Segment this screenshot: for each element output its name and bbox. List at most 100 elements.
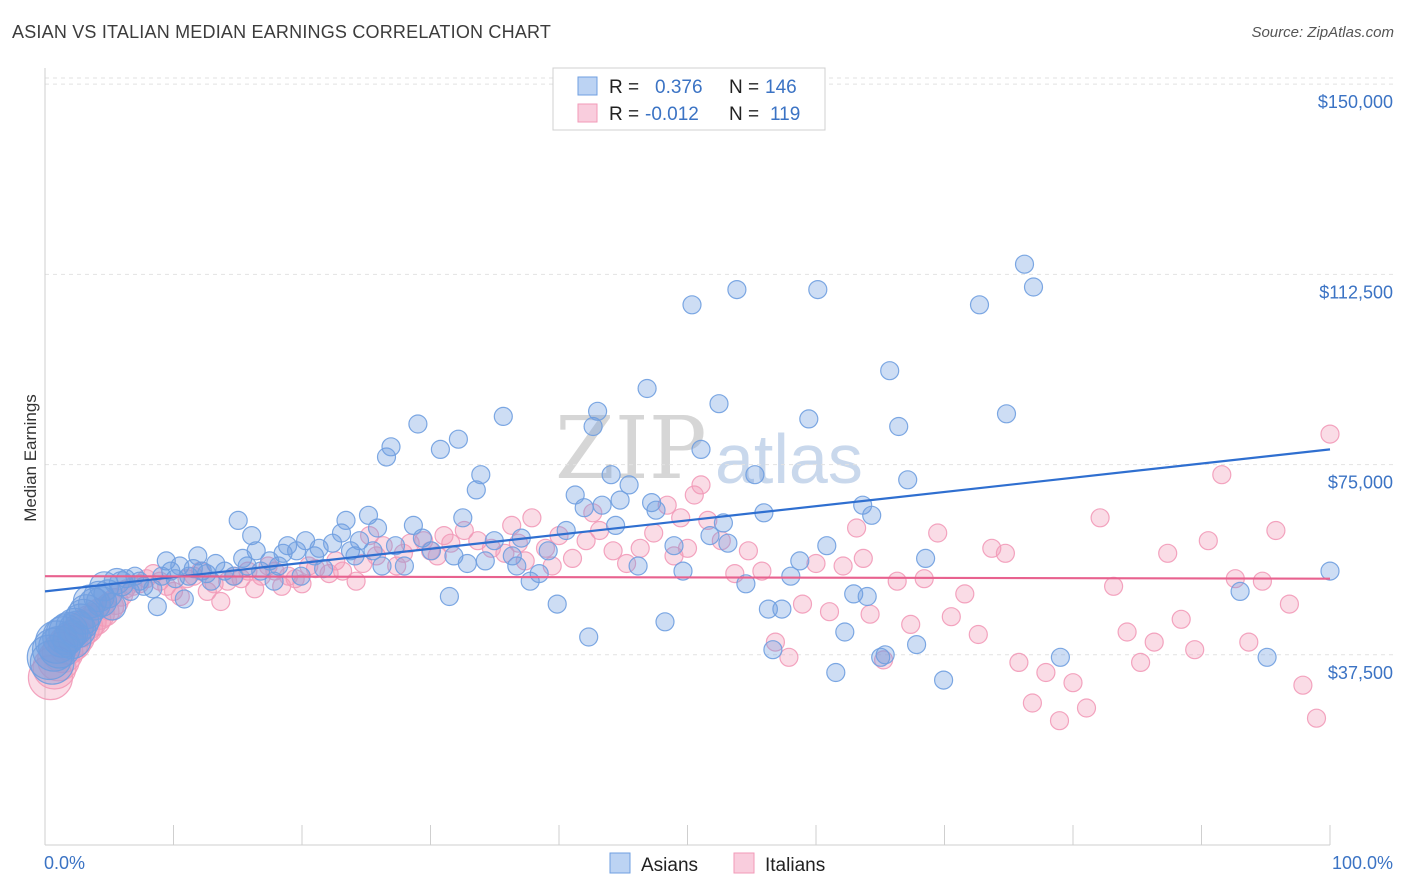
italians-point [1293,675,1313,695]
italians-point [1239,632,1259,652]
asians-point [799,409,819,429]
asians-point [439,586,459,607]
legend-italians-n-label: N = [729,104,759,125]
watermark-zip: ZIP [555,399,707,499]
legend-italians-n-value: 119 [770,104,800,125]
asians-point [174,589,194,609]
asians-point [857,586,877,607]
asians-point [691,439,711,459]
asians-point [718,533,738,553]
italians-point [1144,632,1164,652]
asians-points [26,254,1340,690]
asians-point [700,525,720,546]
asians-point [62,603,100,641]
italians-point [901,614,921,635]
asians-point [808,280,828,300]
italians-point [1279,594,1300,614]
asians-point [628,556,648,576]
italians-trend-line [44,575,1331,580]
asians-point [862,505,882,525]
asians-point [1257,647,1277,667]
asians-point [1014,254,1035,274]
bottom-legend-asians-swatch [609,852,631,874]
asians-point [466,480,486,500]
asians-point [592,495,612,515]
asians-point [605,515,626,536]
asians-point [682,295,702,315]
asians-point [529,563,549,584]
asians-point [826,662,846,683]
bottom-legend-italians-label: Italians [765,855,825,876]
italians-point [616,553,637,574]
asians-point [969,295,990,315]
italians-point [792,594,813,614]
asians-point [507,556,527,576]
asians-point [915,548,936,569]
italians-point [928,523,948,543]
italians-point [1212,465,1232,485]
italians-point [1320,424,1340,444]
asians-point [619,475,639,495]
asians-point [587,401,608,421]
asians-point [817,536,837,556]
italians-point [644,523,664,543]
y-tick-label: $37,500 [1328,663,1393,683]
asians-point [880,361,900,381]
asians-point [610,490,630,510]
asians-point [538,541,558,561]
x-tick-labels: 0.0% 100.0% [44,853,1393,873]
x-tick-label-max: 100.0% [1332,853,1393,873]
asians-point [471,465,491,485]
asians-point [188,546,208,566]
asians-point [601,465,621,485]
italians-point [333,561,353,581]
italians-point [1022,693,1043,713]
italians-point [427,546,447,566]
italians-point [535,538,556,558]
asians-point [772,599,792,619]
asians-point [763,640,783,660]
italians-point [752,561,772,581]
italians-point [995,543,1016,563]
asians-point [664,536,684,556]
italians-point [346,571,366,591]
asians-point [385,536,406,556]
asians-point [147,596,167,617]
asians-point [48,611,89,653]
asians-point [875,645,895,665]
asians-point [349,531,370,551]
italians-point [603,541,623,561]
italians-point [211,591,231,612]
watermark-atlas: atlas [715,420,863,498]
asians-point [790,551,810,571]
italians-point [833,556,853,576]
italians-point [1306,708,1327,728]
italians-point [1076,698,1097,718]
italians-point [955,584,975,604]
italians-point [1049,711,1070,731]
asians-point [502,546,522,566]
italians-point [562,548,583,569]
asians-point [736,574,756,594]
italians-point [779,647,799,667]
asians-point [246,541,266,561]
asians-point [889,416,909,437]
italians-point [27,654,74,701]
italians-point [1009,652,1029,673]
asians-point [781,566,801,586]
italians-point [630,538,650,558]
asians-point [579,627,599,647]
italians-point [1171,609,1191,629]
italians-point [360,525,380,546]
italians-point [860,604,880,624]
asians-point [547,594,567,614]
asians-trend-line [44,448,1331,593]
italians-point [1252,571,1273,591]
legend-box [552,67,826,131]
italians-point [941,607,961,627]
asians-point [1050,647,1071,667]
asians-point [98,592,127,621]
asians-point [457,553,477,574]
italians-point [691,475,711,495]
